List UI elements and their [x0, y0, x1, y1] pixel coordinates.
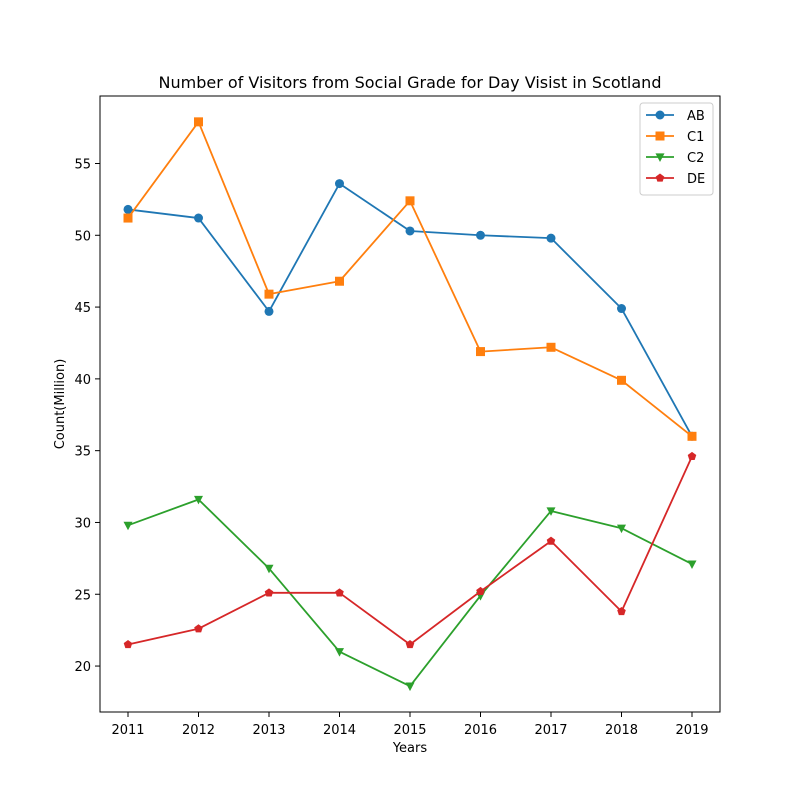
data-point-c2: [546, 507, 556, 516]
x-tick-label: 2012: [182, 723, 215, 738]
series-line-c1: [127, 120, 693, 438]
data-point-ab: [617, 304, 626, 314]
y-tick-label: 30: [74, 516, 91, 531]
data-point-c1: [687, 431, 697, 441]
data-point-c1: [405, 196, 415, 206]
x-tick-label: 2016: [464, 723, 497, 738]
data-point-c1: [546, 342, 556, 352]
data-point-c2: [123, 521, 133, 531]
y-tick-label: 35: [74, 445, 91, 460]
data-point-ab: [335, 179, 344, 189]
x-axis-label: Years: [392, 741, 428, 756]
data-point-de: [335, 588, 344, 597]
data-point-c1: [476, 347, 485, 357]
data-point-ab: [264, 306, 274, 316]
data-point-de: [546, 536, 556, 545]
y-axis-label: Count(Million): [53, 359, 68, 450]
data-point-de: [476, 586, 485, 596]
series-line-c2: [127, 498, 693, 688]
data-point-c2: [264, 564, 274, 574]
legend-marker-de: [655, 173, 665, 182]
data-point-de: [264, 588, 274, 597]
plot-frame: [99, 95, 721, 713]
y-tick-label: 50: [74, 229, 91, 244]
data-point-c2: [617, 524, 626, 534]
legend-label-c2: C2: [687, 151, 704, 166]
x-tick-label: 2018: [605, 723, 638, 738]
data-point-de: [617, 606, 626, 616]
x-tick-label: 2019: [675, 723, 708, 738]
y-tick-label: 20: [74, 660, 91, 675]
data-point-c1: [617, 375, 626, 385]
x-tick-label: 2011: [111, 723, 144, 738]
legend-marker-ab: [655, 110, 665, 120]
y-tick-label: 45: [74, 301, 91, 316]
data-point-ab: [123, 204, 133, 214]
legend-label-de: DE: [687, 172, 705, 187]
data-point-c1: [123, 213, 133, 223]
y-tick-label: 55: [74, 157, 91, 172]
data-point-ab: [194, 213, 203, 223]
series-line-ab: [127, 182, 693, 437]
y-tick-label: 25: [74, 588, 91, 603]
legend-marker-c1: [655, 131, 665, 141]
data-point-c2: [687, 560, 697, 570]
data-point-ab: [405, 226, 415, 236]
chart-title: Number of Visitors from Social Grade for…: [159, 73, 662, 92]
data-point-ab: [476, 230, 485, 240]
data-point-de: [687, 451, 697, 461]
data-point-ab: [546, 233, 556, 243]
data-point-de: [194, 624, 203, 633]
x-tick-label: 2013: [252, 723, 285, 738]
legend-label-ab: AB: [687, 109, 705, 124]
series-line-de: [127, 456, 693, 646]
data-point-c1: [335, 276, 344, 286]
data-point-c2: [335, 648, 344, 657]
legend-label-c1: C1: [687, 130, 704, 145]
data-point-c2: [194, 495, 203, 505]
legend-marker-c2: [655, 153, 665, 162]
data-point-c1: [194, 117, 203, 127]
legend-box: [639, 102, 714, 196]
data-point-de: [123, 640, 133, 649]
data-point-c1: [264, 289, 274, 299]
y-tick-label: 40: [74, 373, 91, 388]
data-point-c2: [405, 682, 415, 692]
x-tick-label: 2017: [534, 723, 567, 738]
x-tick-label: 2014: [323, 723, 356, 738]
x-tick-label: 2015: [393, 723, 426, 738]
data-point-de: [405, 640, 415, 649]
